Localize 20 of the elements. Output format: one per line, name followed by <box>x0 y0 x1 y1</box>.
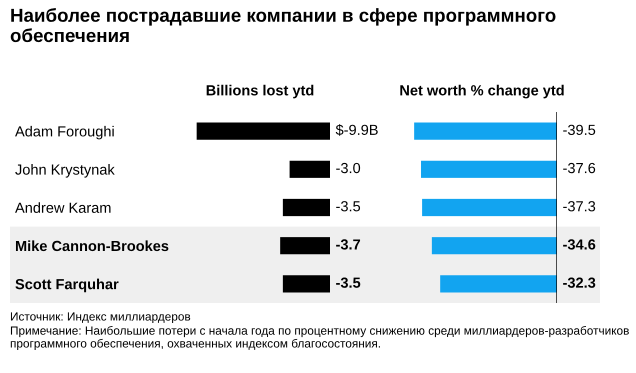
text: Источник: Индекс миллиардеров <box>10 312 190 324</box>
y-tick-label: Andrew Karam <box>15 202 110 213</box>
x-axis-title: Billions lost ytd <box>206 84 314 98</box>
data-label: -37.3 <box>563 201 596 212</box>
chart-title: Наиболее пострадавшие компании в сфере программного обеспечения <box>10 8 556 42</box>
y-tick-label: Adam Foroughi <box>15 126 114 140</box>
data-label: $-9.9B <box>336 124 378 136</box>
data-label: -3.7 <box>336 239 360 250</box>
y-tick-label: Scott Farquhar <box>15 278 118 292</box>
data-label: -37.6 <box>563 162 596 174</box>
y-tick-label: John Krystynak <box>15 164 115 178</box>
y-tick-label: Mike Cannon-Brookes <box>16 240 168 252</box>
data-label: -3.0 <box>336 162 360 174</box>
data-label: -3.5 <box>336 201 360 212</box>
text: Примечание: Наибольшие потери с начала года по процентному снижению среди миллиардеров-разработчиков программного обеспечения, охваченных индексом благосостояния. <box>10 326 629 350</box>
data-label: -3.5 <box>336 277 360 288</box>
data-label: -39.5 <box>563 124 596 136</box>
data-label: -32.3 <box>563 277 596 288</box>
x-axis-title: Net worth % change ytd <box>400 84 564 98</box>
data-label: -34.6 <box>563 239 596 250</box>
